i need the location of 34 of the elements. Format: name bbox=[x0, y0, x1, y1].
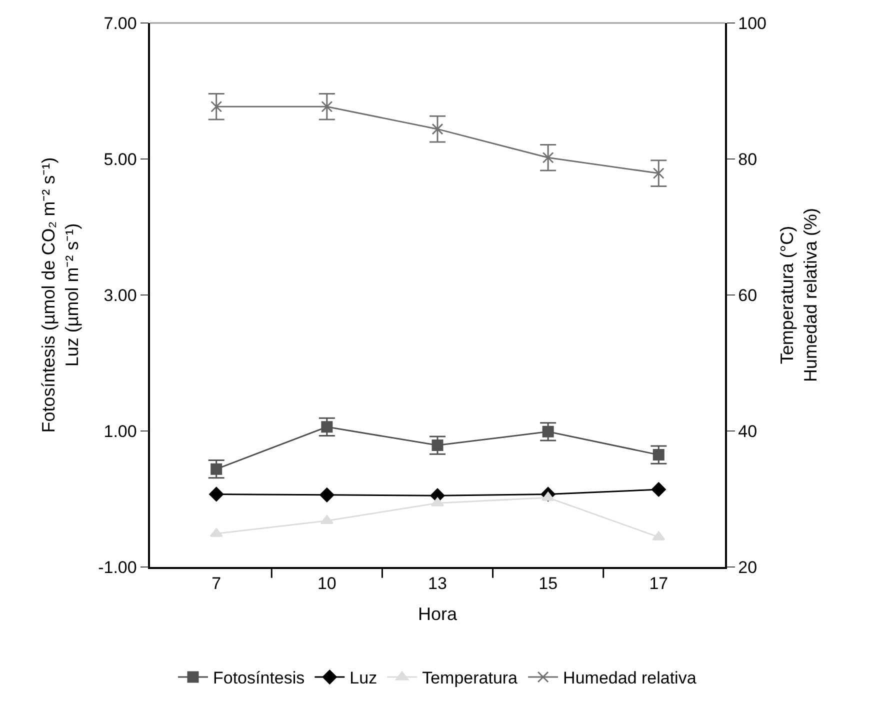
y2-axis-title: Temperatura (°C) Humedad relativa (%) bbox=[777, 208, 821, 382]
y2-tick-label: 100 bbox=[738, 14, 767, 33]
point bbox=[651, 482, 666, 497]
x-tick-label: 17 bbox=[649, 574, 668, 594]
y2-tick-label: 80 bbox=[738, 150, 758, 169]
point bbox=[210, 528, 223, 537]
point bbox=[320, 515, 334, 524]
legend-label: Fotosíntesis bbox=[213, 668, 305, 688]
x-axis-title: Hora bbox=[418, 604, 458, 624]
y-tick-label: 5.00 bbox=[104, 150, 137, 169]
y2-tick-label: 60 bbox=[738, 286, 758, 305]
y2-tick-label: 20 bbox=[738, 558, 758, 577]
legend-label: Luz bbox=[350, 668, 378, 688]
x-tick-label: 10 bbox=[317, 574, 336, 594]
point bbox=[321, 100, 333, 112]
legend-label: Humedad relativa bbox=[563, 668, 697, 688]
point bbox=[652, 168, 664, 180]
y-tick-label: 3.00 bbox=[104, 286, 137, 305]
x-tick-label: 15 bbox=[538, 574, 558, 594]
point bbox=[542, 152, 554, 164]
point bbox=[652, 531, 666, 540]
y2-tick-label: 40 bbox=[738, 422, 758, 441]
y-tick-label: 7.00 bbox=[104, 14, 137, 33]
y-tick-label: 1.00 bbox=[104, 422, 137, 441]
point bbox=[432, 123, 444, 135]
point bbox=[542, 492, 555, 501]
y-axis-title: Fotosíntesis (µmol de CO₂ m⁻² s⁻¹) Luz (µmol m⁻² s⁻¹) bbox=[38, 157, 82, 433]
y-tick-label: -1.00 bbox=[98, 558, 137, 577]
legend-label: Temperatura bbox=[422, 668, 518, 688]
x-tick-label: 13 bbox=[428, 574, 447, 594]
point bbox=[210, 100, 222, 112]
point bbox=[209, 486, 224, 502]
point bbox=[320, 488, 334, 502]
x-tick-label: 7 bbox=[212, 574, 222, 594]
